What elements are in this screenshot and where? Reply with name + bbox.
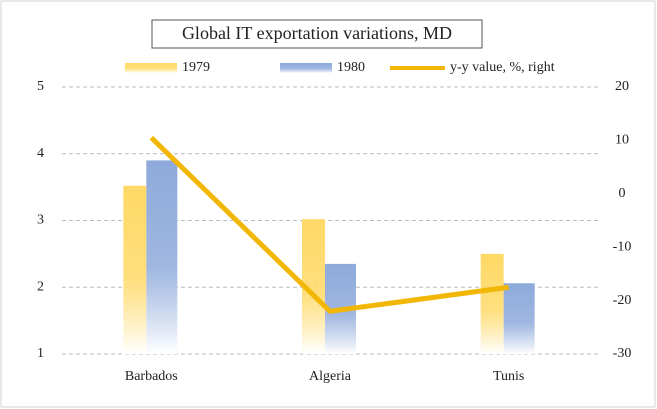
y2-tick-label: -10 (613, 239, 632, 254)
y-tick-label: 5 (37, 79, 44, 94)
y-tick-label: 1 (37, 346, 44, 361)
legend-label: y-y value, %, right (450, 60, 555, 75)
bar (146, 160, 178, 354)
y2-tick-label: -30 (613, 346, 632, 361)
y2-tick-label: 10 (615, 133, 629, 148)
y-tick-label: 2 (37, 279, 44, 294)
bar (503, 283, 535, 354)
line (149, 135, 510, 314)
y2-tick-label: -20 (613, 293, 632, 308)
y-tick-label: 3 (37, 213, 44, 228)
bar (302, 219, 325, 354)
legend-swatch (125, 63, 177, 73)
chart-title: Global IT exportation variations, MD (182, 23, 452, 43)
y2-tick-label: 20 (615, 79, 629, 94)
legend-label: 1980 (337, 60, 365, 75)
bar (123, 185, 147, 354)
x-tick-label: Tunis (493, 369, 524, 384)
bar (480, 253, 504, 354)
x-tick-label: Algeria (309, 369, 352, 384)
legend-swatch (280, 63, 332, 73)
y2-tick-label: 0 (619, 186, 626, 201)
title-box (151, 19, 483, 49)
legend-label: 1979 (182, 60, 210, 75)
y-tick-label: 4 (37, 146, 44, 161)
x-tick-label: Barbados (125, 369, 178, 384)
